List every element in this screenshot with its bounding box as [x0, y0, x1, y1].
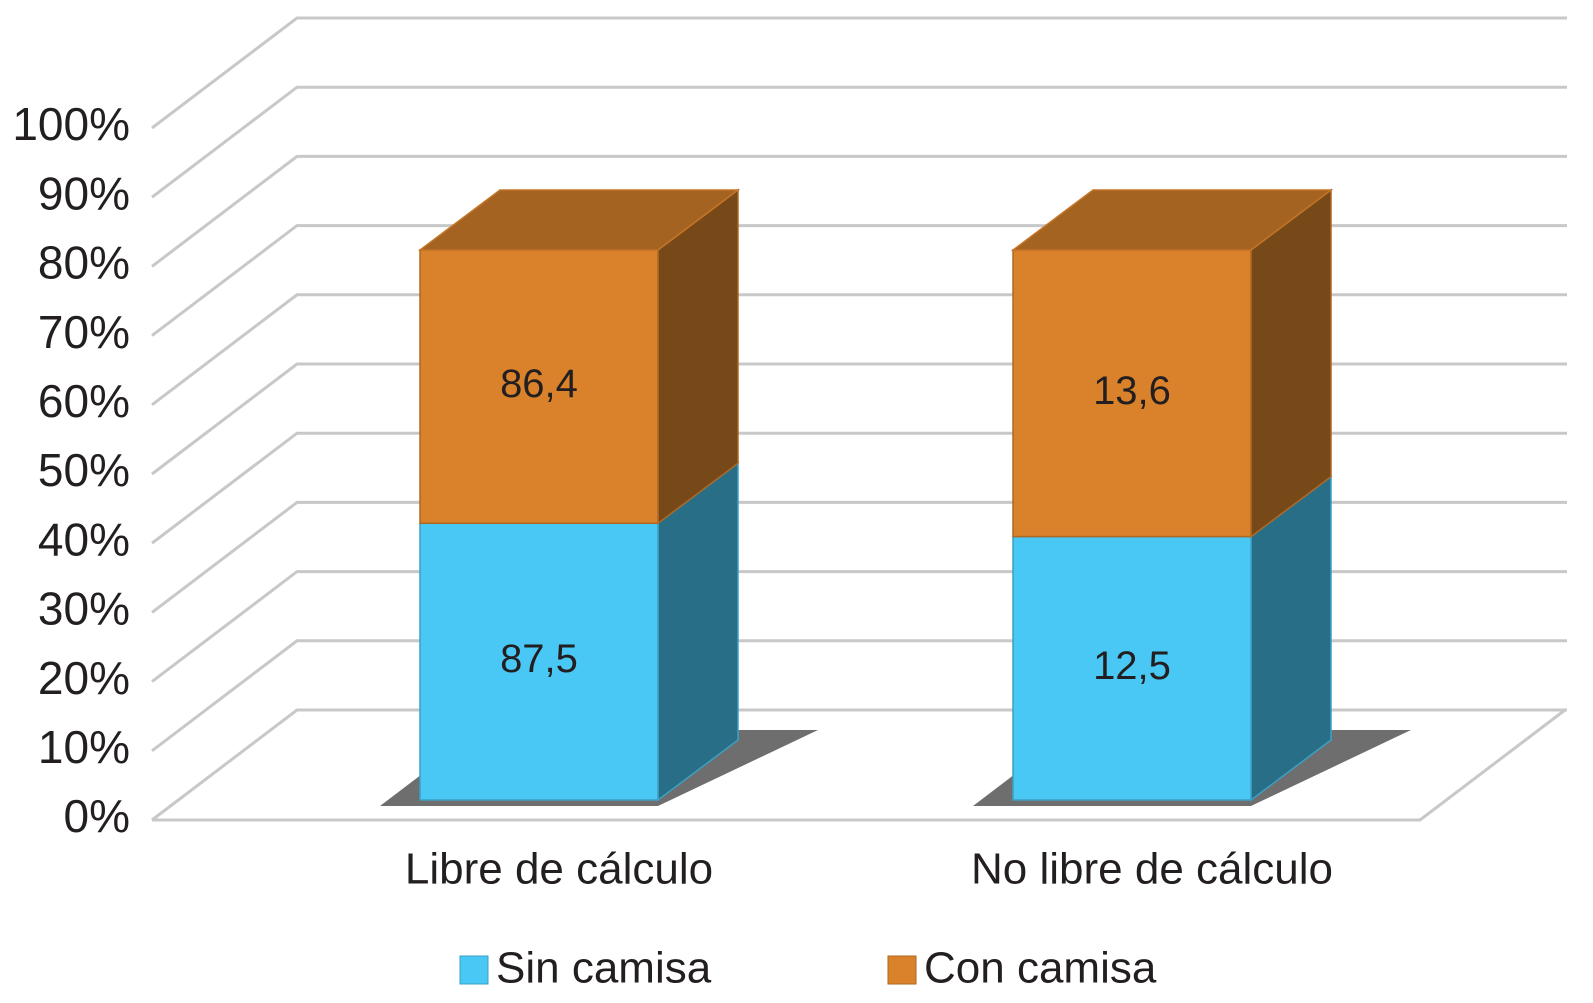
legend-swatch	[887, 955, 917, 985]
floor-edge	[152, 708, 1566, 822]
grid-line	[151, 154, 1567, 268]
y-tick-label: 80%	[38, 237, 130, 289]
data-label: 12,5	[1093, 644, 1171, 688]
y-tick-label: 90%	[38, 167, 130, 219]
bar	[419, 522, 659, 801]
y-tick-label: 70%	[38, 306, 130, 358]
y-tick-label: 0%	[64, 790, 130, 842]
y-tick-label: 50%	[38, 444, 130, 496]
grid-line	[151, 224, 1567, 337]
data-label: 86,4	[500, 362, 578, 406]
grid-line	[151, 500, 1567, 614]
data-label: 87,5	[500, 637, 578, 681]
grid-line	[151, 431, 1567, 545]
y-tick-label: 40%	[38, 513, 130, 565]
grid-line	[151, 16, 1567, 130]
legend-label: Con camisa	[924, 944, 1157, 993]
grid-line	[151, 570, 1567, 683]
grid-line	[151, 362, 1567, 476]
y-tick-label: 20%	[38, 652, 130, 704]
bar-top	[417, 189, 741, 251]
bar	[419, 249, 659, 525]
bar-top	[1010, 189, 1334, 251]
grid-line	[151, 708, 1567, 822]
data-label: 13,6	[1093, 369, 1171, 413]
y-tick-label: 30%	[38, 583, 130, 635]
legend-swatch	[459, 955, 489, 985]
grid-line	[151, 85, 1567, 199]
y-tick-label: 10%	[38, 721, 130, 773]
bar	[1012, 535, 1252, 801]
y-tick-label: 100%	[12, 98, 130, 150]
legend-label: Sin camisa	[496, 944, 712, 993]
x-tick-label: Libre de cálculo	[405, 845, 713, 894]
grid-line	[151, 293, 1567, 406]
x-tick-label: No libre de cálculo	[971, 845, 1333, 894]
bar-side	[1250, 188, 1332, 539]
y-tick-label: 60%	[38, 375, 130, 427]
bar	[1012, 249, 1252, 538]
